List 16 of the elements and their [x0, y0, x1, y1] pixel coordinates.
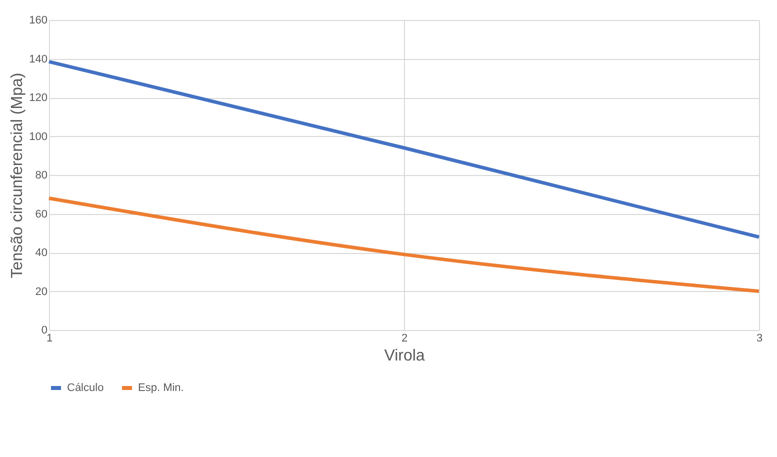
x-axis-title: Virola	[384, 348, 425, 364]
y-tick-label: 160	[29, 14, 48, 26]
y-tick-label: 140	[29, 53, 48, 66]
y-tick-label: 40	[35, 247, 48, 259]
y-tick-label: 80	[35, 170, 48, 182]
legend-label: Esp. Min.	[138, 382, 184, 394]
y-tick-label: 100	[29, 130, 48, 143]
x-tick-label: 3	[756, 332, 763, 344]
y-tick-label: 120	[29, 92, 48, 104]
y-tick-label: 20	[35, 286, 48, 298]
y-tick-label: 0	[41, 324, 48, 336]
x-tick-label: 1	[46, 332, 53, 344]
y-axis-title: Tensão circunferencial (Mpa)	[9, 72, 26, 278]
x-tick-label: 2	[401, 332, 408, 344]
y-tick-label: 60	[35, 208, 48, 220]
legend-label: Cálculo	[67, 382, 104, 394]
